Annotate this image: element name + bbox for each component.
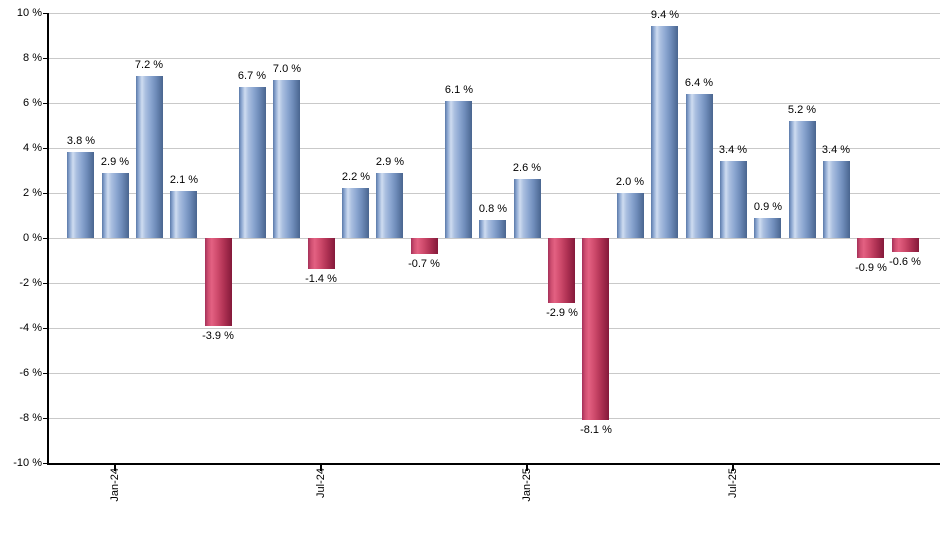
gridline <box>49 193 940 194</box>
bar-negative <box>411 238 438 254</box>
y-axis-tick-label: 10 % <box>16 7 42 19</box>
y-axis-tick-label: -8 % <box>19 412 42 424</box>
bar-positive <box>651 26 678 238</box>
bar-value-label: -0.9 % <box>855 262 887 274</box>
y-axis-tick-label: 2 % <box>23 187 42 199</box>
bar-negative <box>582 238 609 420</box>
gridline <box>49 283 940 284</box>
bar-positive <box>376 173 403 238</box>
y-axis-tick-label: -2 % <box>19 277 42 289</box>
bar-positive <box>686 94 713 238</box>
bar-positive <box>754 218 781 238</box>
bar-value-label: 7.2 % <box>134 59 164 71</box>
bar-value-label: 2.6 % <box>512 162 542 174</box>
bar-value-label: 2.9 % <box>375 156 405 168</box>
bar-value-label: 3.4 % <box>718 144 748 156</box>
y-axis-tick <box>43 238 47 239</box>
bar-positive <box>136 76 163 238</box>
x-axis-tick-label: Jul-25 <box>727 468 739 498</box>
bar-value-label: 3.4 % <box>821 144 851 156</box>
bar-value-label: -0.6 % <box>889 256 921 268</box>
gridline <box>49 373 940 374</box>
y-axis-tick-label: -4 % <box>19 322 42 334</box>
bar-positive <box>617 193 644 238</box>
x-axis-tick-label: Jan-25 <box>521 468 533 502</box>
x-axis-line <box>47 463 940 465</box>
bar-positive <box>170 191 197 238</box>
bar-value-label: 2.9 % <box>100 156 130 168</box>
gridline <box>49 148 940 149</box>
y-axis-tick-label: 0 % <box>23 232 42 244</box>
x-axis-tick <box>732 465 734 471</box>
bar-value-label: -1.4 % <box>305 273 337 285</box>
bar-positive <box>445 101 472 238</box>
bar-positive <box>479 220 506 238</box>
bar-positive <box>789 121 816 238</box>
gridline <box>49 328 940 329</box>
bar-positive <box>514 179 541 238</box>
y-axis-tick <box>43 463 47 464</box>
bar-negative <box>548 238 575 303</box>
y-axis-tick <box>43 193 47 194</box>
y-axis-line <box>47 13 49 465</box>
gridline <box>49 418 940 419</box>
bar-value-label: -0.7 % <box>408 258 440 270</box>
x-axis-tick-label: Jan-24 <box>109 468 121 502</box>
bar-negative <box>892 238 919 252</box>
y-axis-tick-label: -6 % <box>19 367 42 379</box>
bar-value-label: 2.0 % <box>615 176 645 188</box>
gridline <box>49 58 940 59</box>
bar-value-label: -8.1 % <box>580 424 612 436</box>
bar-value-label: 0.8 % <box>478 203 508 215</box>
bar-positive <box>273 80 300 238</box>
bar-positive <box>67 152 94 238</box>
bar-negative <box>308 238 335 269</box>
bar-positive <box>102 173 129 238</box>
y-axis-tick <box>43 103 47 104</box>
y-axis-tick-label: -10 % <box>13 457 42 469</box>
bar-value-label: 5.2 % <box>787 104 817 116</box>
y-axis-tick <box>43 148 47 149</box>
bar-value-label: 0.9 % <box>753 201 783 213</box>
y-axis-tick-label: 6 % <box>23 97 42 109</box>
y-axis-tick <box>43 283 47 284</box>
bar-negative <box>205 238 232 326</box>
bar-negative <box>857 238 884 258</box>
gridline <box>49 103 940 104</box>
bar-positive <box>720 161 747 238</box>
bar-value-label: 6.7 % <box>237 70 267 82</box>
y-axis-tick <box>43 13 47 14</box>
bar-value-label: 6.4 % <box>684 77 714 89</box>
bar-value-label: 3.8 % <box>66 135 96 147</box>
bar-value-label: 9.4 % <box>650 9 680 21</box>
y-axis-tick-label: 8 % <box>23 52 42 64</box>
y-axis-tick <box>43 58 47 59</box>
y-axis-tick <box>43 418 47 419</box>
x-axis-tick <box>114 465 116 471</box>
bar-value-label: -3.9 % <box>202 330 234 342</box>
bar-value-label: 6.1 % <box>444 84 474 96</box>
x-axis-tick-label: Jul-24 <box>315 468 327 498</box>
x-axis-tick <box>320 465 322 471</box>
bar-value-label: -2.9 % <box>546 307 578 319</box>
bar-positive <box>342 188 369 238</box>
bar-value-label: 2.2 % <box>341 171 371 183</box>
gridline <box>49 238 940 239</box>
bar-value-label: 2.1 % <box>169 174 199 186</box>
y-axis-tick <box>43 328 47 329</box>
bar-positive <box>823 161 850 238</box>
x-axis-tick <box>526 465 528 471</box>
y-axis-tick-label: 4 % <box>23 142 42 154</box>
bar-positive <box>239 87 266 238</box>
bar-value-label: 7.0 % <box>272 63 302 75</box>
gridline <box>49 13 940 14</box>
y-axis-tick <box>43 373 47 374</box>
